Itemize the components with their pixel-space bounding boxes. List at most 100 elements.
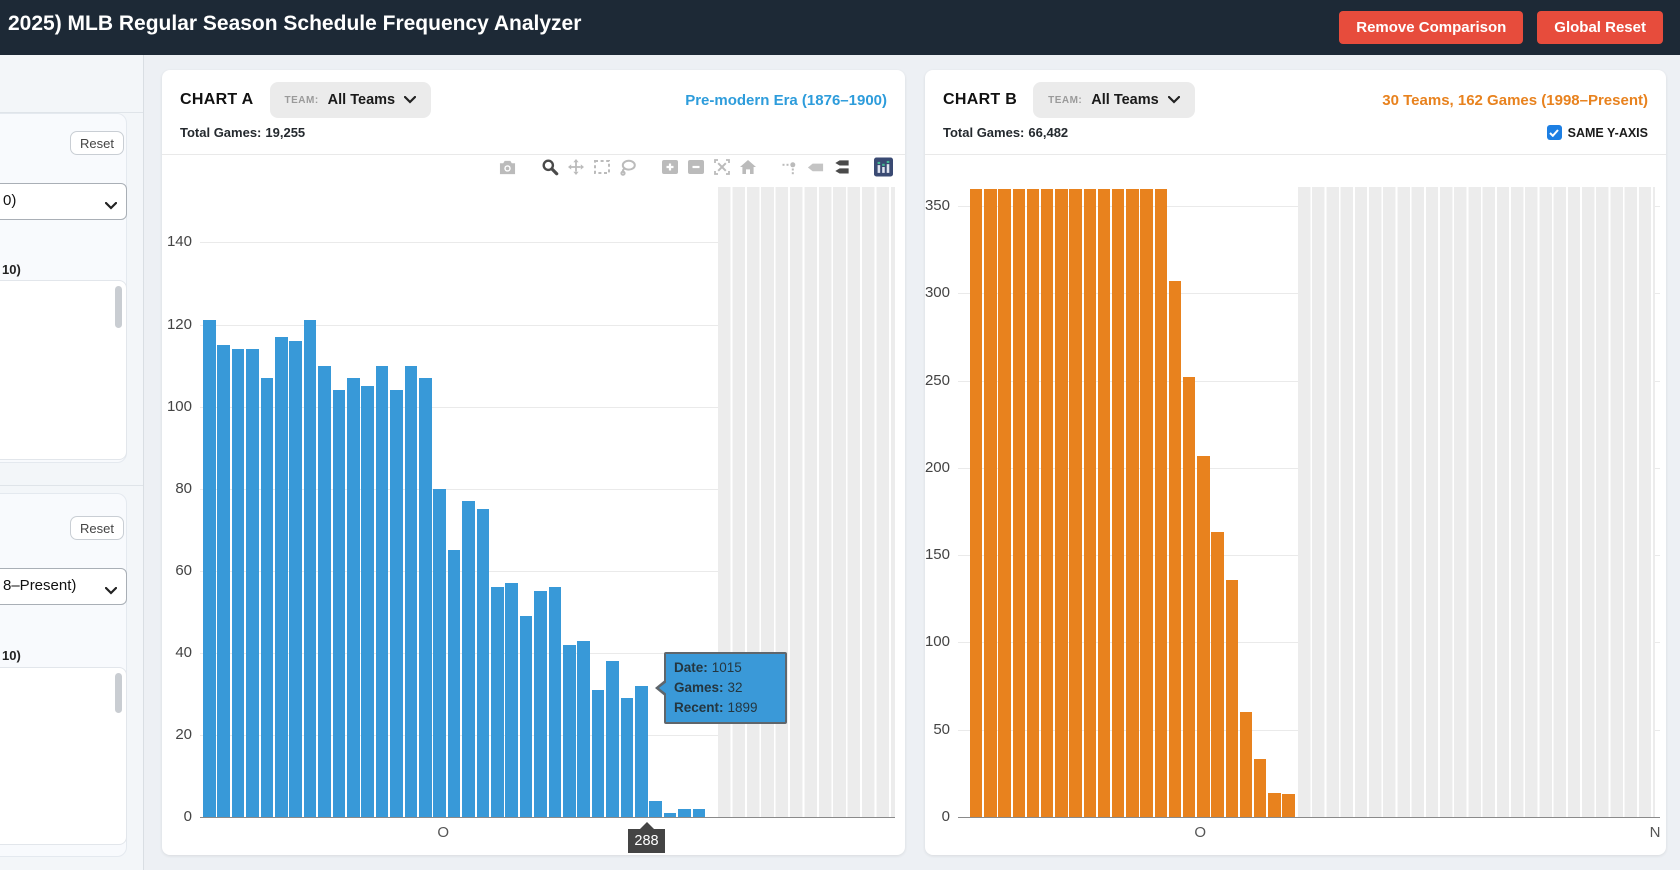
bar[interactable]	[361, 386, 374, 817]
app-title: 2025) MLB Regular Season Schedule Freque…	[8, 12, 582, 35]
gridline	[200, 570, 895, 572]
bar[interactable]	[1168, 281, 1182, 817]
bar[interactable]	[591, 689, 605, 817]
plotly-logo-icon[interactable]	[874, 157, 893, 177]
chart-b-total-games: Total Games: 66,482	[943, 125, 1069, 140]
bar[interactable]	[970, 188, 983, 817]
lasso-select-icon[interactable]	[618, 158, 637, 176]
bar[interactable]	[347, 377, 360, 817]
bar[interactable]	[318, 365, 331, 817]
bar[interactable]	[1268, 792, 1281, 817]
bar[interactable]	[692, 808, 706, 817]
zoom-icon[interactable]	[540, 158, 559, 176]
bar[interactable]	[447, 550, 461, 817]
bar[interactable]	[203, 320, 216, 817]
bar[interactable]	[332, 390, 346, 817]
toggle-spikelines-icon[interactable]	[780, 158, 799, 176]
era-select-bottom[interactable]: 8–Present)	[0, 568, 127, 605]
bar[interactable]	[217, 345, 230, 817]
team-value: All Teams	[327, 92, 396, 108]
remove-comparison-button[interactable]: Remove Comparison	[1339, 11, 1524, 44]
bar[interactable]	[1012, 188, 1025, 817]
bar[interactable]	[303, 320, 317, 817]
global-reset-button[interactable]: Global Reset	[1537, 11, 1663, 44]
bar[interactable]	[476, 509, 490, 817]
bar[interactable]	[1126, 188, 1139, 817]
bar[interactable]	[1282, 794, 1295, 817]
download-camera-icon[interactable]	[498, 158, 517, 176]
bar[interactable]	[1183, 377, 1196, 817]
bar[interactable]	[1083, 188, 1096, 817]
chart-a-plot-area[interactable]: 0 20 40 60 80 100 120 140 O	[167, 185, 895, 841]
gridline	[200, 324, 895, 326]
bar[interactable]	[984, 188, 997, 817]
bar[interactable]	[606, 661, 619, 817]
bar[interactable]	[1154, 188, 1167, 817]
reset-button-top[interactable]: Reset	[70, 131, 124, 155]
bar[interactable]	[563, 644, 576, 817]
chart-a-header: CHART A TEAM: All Teams Pre-modern Era (…	[162, 70, 905, 155]
pan-icon[interactable]	[566, 158, 585, 176]
bar[interactable]	[519, 615, 533, 817]
chart-b-team-select[interactable]: TEAM: All Teams	[1033, 82, 1195, 118]
chart-a-era-label: Pre-modern Era (1876–1900)	[685, 91, 887, 109]
bar[interactable]	[1097, 188, 1111, 817]
bar[interactable]	[404, 365, 418, 817]
bar[interactable]	[1140, 188, 1153, 817]
bar[interactable]	[1197, 455, 1210, 817]
bar[interactable]	[260, 377, 274, 817]
bar[interactable]	[678, 808, 691, 817]
bar[interactable]	[246, 349, 259, 817]
chart-b-plot-area[interactable]: 0 50 100 150 200 250 300 350 O N	[925, 185, 1661, 841]
bar[interactable]	[577, 640, 590, 817]
same-y-axis-checkbox[interactable]	[1546, 125, 1562, 140]
bar[interactable]	[663, 812, 677, 817]
bar[interactable]	[231, 349, 245, 817]
bar[interactable]	[275, 336, 288, 817]
bar[interactable]	[390, 390, 403, 817]
bar[interactable]	[649, 800, 662, 817]
bar[interactable]	[998, 188, 1011, 817]
era-select-top[interactable]: 0)	[0, 183, 127, 220]
hover-compare-icon[interactable]	[832, 158, 851, 176]
bar[interactable]	[1055, 188, 1068, 817]
y-tick-label: 300	[924, 284, 950, 302]
bar[interactable]	[433, 488, 446, 817]
chart-a-team-select[interactable]: TEAM: All Teams	[269, 82, 432, 118]
y-tick-label: 20	[175, 725, 192, 743]
x-tick-label: O	[1194, 824, 1207, 841]
bar[interactable]	[419, 377, 432, 817]
reset-button-bottom[interactable]: Reset	[70, 516, 124, 540]
sidebar-divider	[0, 485, 143, 486]
zoom-in-icon[interactable]	[660, 158, 679, 176]
team-list-bottom[interactable]	[0, 667, 127, 845]
bar[interactable]	[1026, 188, 1040, 817]
gridline	[200, 488, 895, 490]
scrollbar-thumb[interactable]	[115, 286, 122, 328]
scrollbar-thumb[interactable]	[115, 673, 122, 713]
bar[interactable]	[1041, 188, 1054, 817]
bar[interactable]	[462, 501, 475, 817]
zoom-out-icon[interactable]	[686, 158, 705, 176]
team-list-top[interactable]	[0, 280, 127, 460]
bar[interactable]	[1254, 759, 1267, 817]
bar[interactable]	[375, 365, 389, 817]
list-label-top: 10)	[2, 262, 21, 277]
bar[interactable]	[289, 340, 302, 817]
bar[interactable]	[548, 587, 562, 817]
box-select-icon[interactable]	[592, 158, 611, 176]
reset-axes-home-icon[interactable]	[738, 158, 757, 176]
bar[interactable]	[491, 587, 504, 817]
autoscale-icon[interactable]	[712, 158, 731, 176]
bar[interactable]	[1239, 712, 1253, 817]
bar[interactable]	[1211, 532, 1224, 817]
bar[interactable]	[534, 591, 547, 817]
hover-closest-icon[interactable]	[806, 158, 825, 176]
bar[interactable]	[1225, 579, 1238, 817]
bar[interactable]	[505, 583, 518, 817]
y-tick-label: 100	[166, 397, 192, 415]
bar[interactable]	[620, 698, 634, 817]
bar[interactable]	[1112, 188, 1125, 817]
bar[interactable]	[1069, 188, 1082, 817]
bar[interactable]	[635, 685, 648, 817]
